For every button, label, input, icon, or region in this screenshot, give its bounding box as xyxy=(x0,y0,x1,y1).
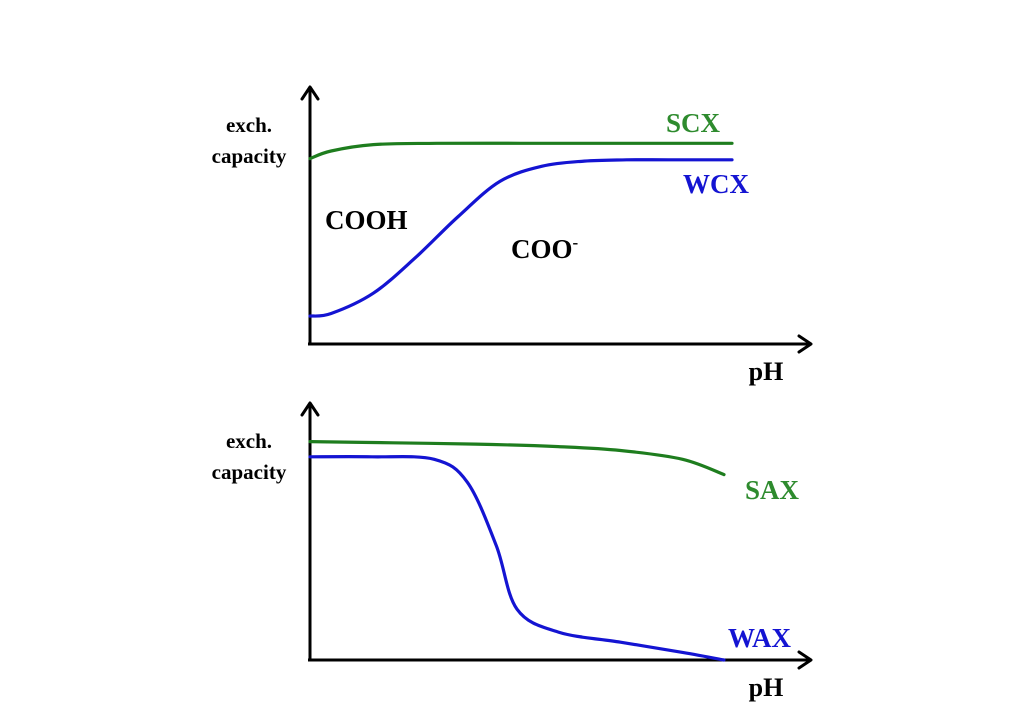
cooh-label: COOH xyxy=(325,205,408,235)
coo-text: COO xyxy=(511,234,573,264)
top-ylabel-line1: exch. xyxy=(226,113,272,137)
wax-curve xyxy=(308,455,726,662)
bottom-xlabel: pH xyxy=(749,673,784,702)
top-panel: exch. capacity pH SCX WCX COOH COO- xyxy=(212,85,813,386)
wcx-curve xyxy=(308,158,734,318)
sax-curve xyxy=(308,440,726,477)
top-y-axis-arrow xyxy=(300,85,320,101)
coo-charge-superscript: - xyxy=(573,233,579,252)
bottom-x-axis-arrow xyxy=(797,650,813,670)
coo-minus-label: COO- xyxy=(511,233,579,264)
bottom-panel: exch. capacity pH SAX WAX xyxy=(212,401,813,702)
top-xlabel: pH xyxy=(749,357,784,386)
top-ylabel-line2: capacity xyxy=(212,144,287,168)
scx-label: SCX xyxy=(666,108,721,138)
sax-label: SAX xyxy=(745,475,800,505)
bottom-y-axis-arrow xyxy=(300,401,320,417)
wax-label: WAX xyxy=(728,623,792,653)
bottom-ylabel-line2: capacity xyxy=(212,460,287,484)
top-x-axis-arrow xyxy=(797,334,813,354)
wcx-label: WCX xyxy=(683,169,749,199)
bottom-ylabel-line1: exch. xyxy=(226,429,272,453)
scx-curve xyxy=(308,141,734,161)
